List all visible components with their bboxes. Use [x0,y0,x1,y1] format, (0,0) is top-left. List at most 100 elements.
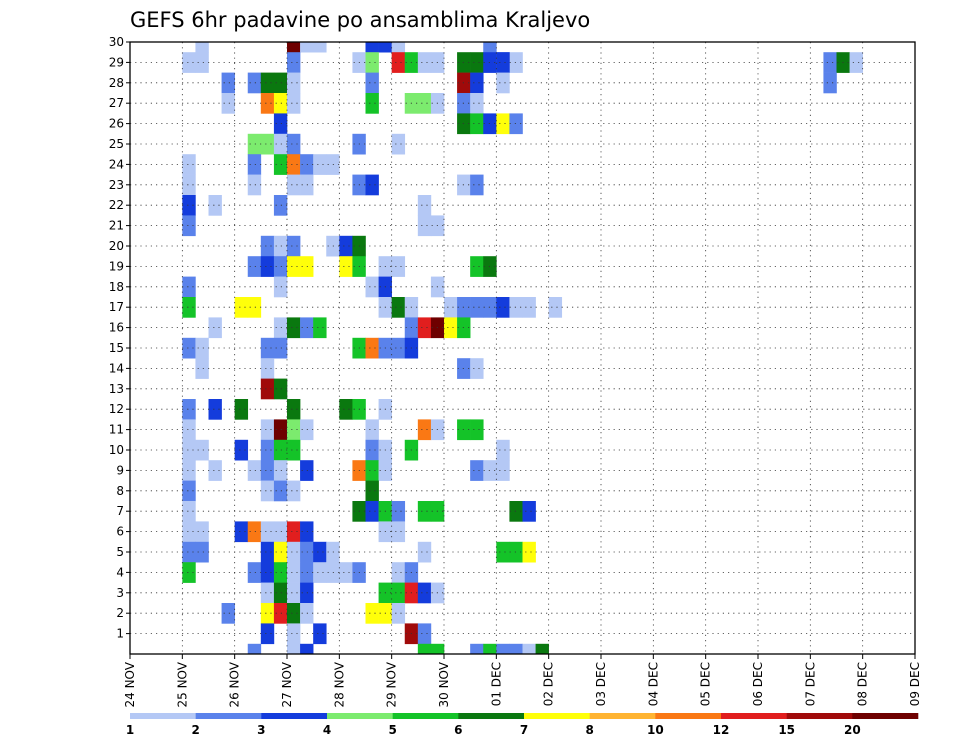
heatmap-cell [234,521,249,543]
chart-title: GEFS 6hr padavine po ansamblima Kraljevo [130,8,590,32]
heatmap-cell [300,643,314,655]
heatmap-cell [182,439,196,461]
colorbar-label: 12 [713,723,730,737]
heatmap-cell [273,72,288,94]
y-tick-label: 22 [109,198,124,212]
heatmap-cell [208,399,222,420]
heatmap-cell [417,501,432,522]
heatmap-cell [287,603,301,624]
heatmap-cell [273,317,288,339]
heatmap-cell [260,378,275,400]
x-tick-label: 29 NOV [385,661,399,707]
heatmap-cell [287,256,301,277]
heatmap-cell [287,480,301,502]
heatmap-cell [260,93,275,114]
heatmap-cell [365,42,379,53]
heatmap-cell [365,501,379,522]
heatmap-cell [496,643,510,655]
heatmap-cell [273,276,288,298]
heatmap-cell [313,623,327,645]
heatmap-cell [378,42,392,53]
heatmap-cell [470,52,484,73]
y-tick-label: 14 [109,361,124,375]
heatmap-cell [391,337,406,359]
heatmap-cell [300,42,314,53]
heatmap-cell [234,439,249,461]
y-tick-label: 3 [116,586,124,600]
heatmap-cell [260,256,275,277]
heatmap-cell [522,297,536,318]
heatmap-cell [470,419,484,441]
heatmap-cell [300,419,314,441]
heatmap-cell [823,72,837,94]
heatmap-cell [260,562,275,583]
heatmap-cell [391,297,406,318]
colorbar-swatch [852,713,919,719]
heatmap-cell [182,52,196,73]
heatmap-cell [365,72,379,94]
heatmap-cell [273,337,288,359]
heatmap-cell [260,480,275,502]
heatmap-cell [260,439,275,461]
colorbar-swatch [458,713,525,719]
heatmap-cell [182,419,196,441]
heatmap-cell [339,562,353,583]
y-tick-label: 13 [109,382,124,396]
heatmap-cell [391,52,406,73]
colorbar-label: 15 [778,723,795,737]
heatmap-cell [391,501,406,522]
heatmap-cell [535,643,549,655]
heatmap-cell [287,42,301,53]
y-tick-label: 17 [109,300,124,314]
x-tick-label: 30 NOV [437,661,451,707]
heatmap-cell [313,541,327,563]
heatmap-cell [365,603,379,624]
colorbar-label: 8 [585,723,593,737]
heatmap-cell [417,317,432,339]
heatmap-cell [287,562,301,583]
heatmap-cell [483,643,497,655]
x-tick-label: 07 DEC [803,662,817,706]
heatmap-cell [509,113,523,135]
heatmap-cell [287,235,301,257]
heatmap-cell [287,419,301,441]
heatmap-cell [260,235,275,257]
heatmap-cell [260,460,275,481]
heatmap-cell [182,337,196,359]
heatmap-cell [417,623,432,645]
heatmap-cell [247,297,262,318]
colorbar-label: 4 [323,723,331,737]
heatmap-cell [247,521,262,543]
x-tick-label: 28 NOV [332,661,346,707]
heatmap-cell [182,541,196,563]
colorbar-label: 7 [520,723,528,737]
heatmap-cell [182,215,196,237]
heatmap-cell [470,358,484,379]
heatmap-cell [221,603,235,624]
y-tick-label: 2 [116,606,124,620]
heatmap-cell [287,643,301,655]
y-tick-label: 25 [109,137,124,151]
y-tick-label: 30 [109,35,124,49]
heatmap-cell [470,460,484,481]
heatmap-cell [273,603,288,624]
heatmap-cell [273,154,288,175]
heatmap-cell [313,562,327,583]
y-tick-label: 27 [109,96,124,110]
heatmap-cell [247,154,262,175]
heatmap-cell [182,399,196,420]
heatmap-cell [287,541,301,563]
heatmap-cell [221,93,235,114]
x-tick-label: 06 DEC [751,662,765,706]
x-tick-label: 25 NOV [175,661,189,707]
heatmap-cell [509,643,523,655]
heatmap-cell [313,154,327,175]
x-tick-label: 24 NOV [123,661,137,707]
heatmap-cell [417,419,432,441]
heatmap-cell [287,317,301,339]
heatmap-cell [522,501,536,522]
colorbar-label: 6 [454,723,462,737]
colorbar-label: 3 [257,723,265,737]
heatmap-cell [287,72,301,94]
colorbar-swatch [130,713,196,719]
